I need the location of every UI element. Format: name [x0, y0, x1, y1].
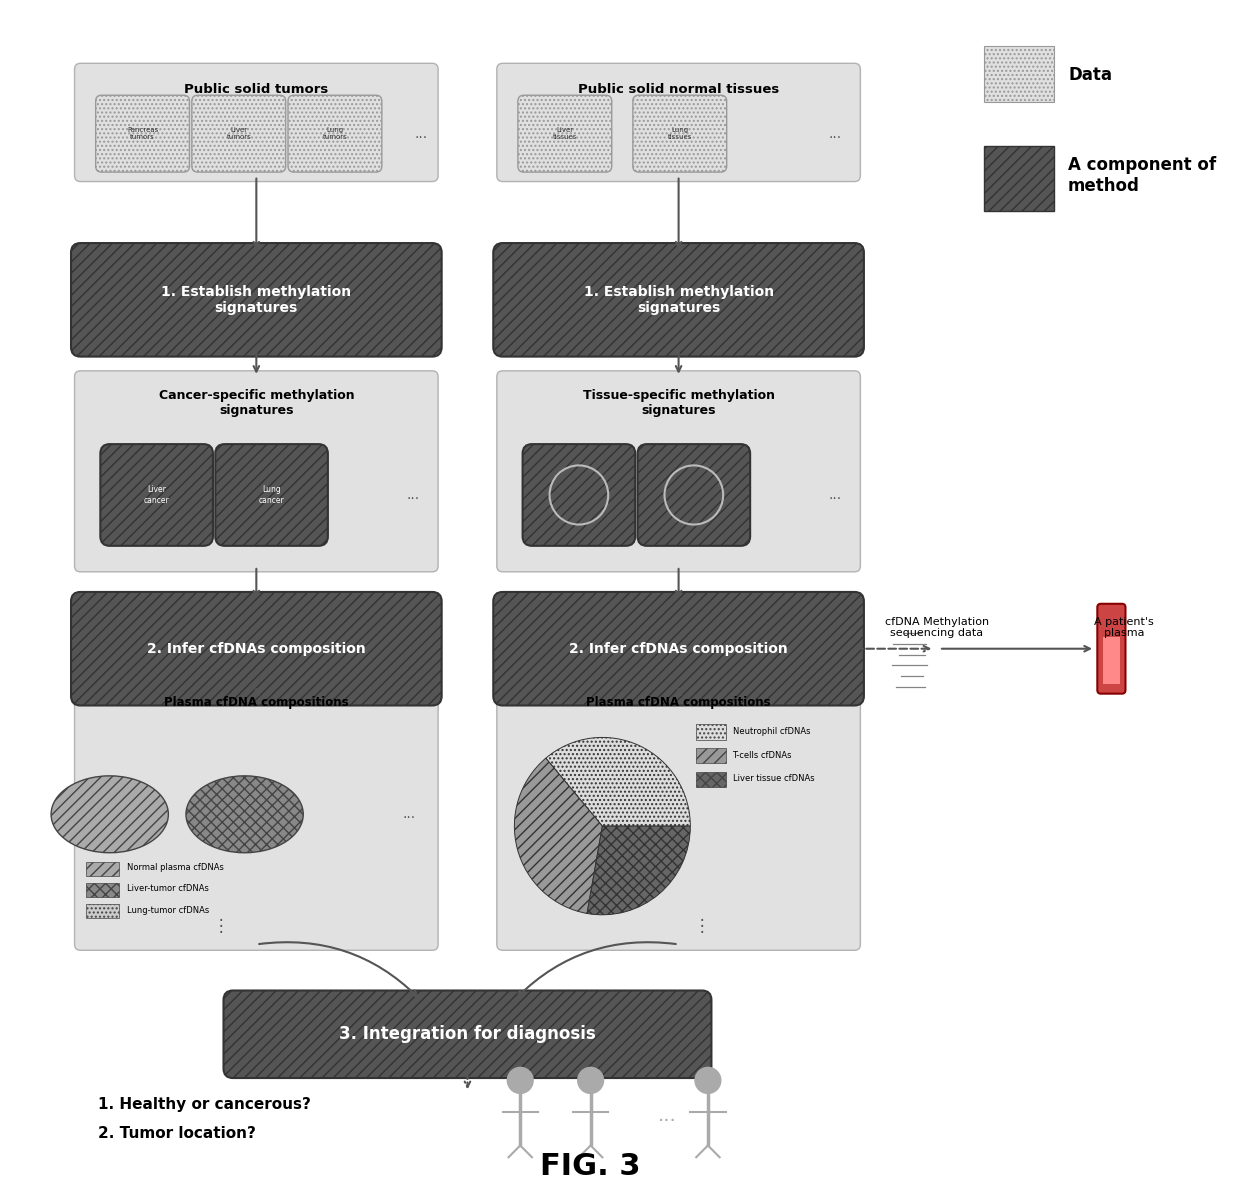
FancyBboxPatch shape — [71, 243, 441, 356]
Text: 2. Infer cfDNAs composition: 2. Infer cfDNAs composition — [569, 642, 787, 656]
Circle shape — [507, 1067, 533, 1093]
FancyBboxPatch shape — [74, 63, 438, 181]
Text: cfDNA Methylation
sequencing data: cfDNA Methylation sequencing data — [884, 617, 988, 638]
Text: Liver
cancer: Liver cancer — [144, 485, 170, 505]
Text: Public solid tumors: Public solid tumors — [185, 83, 329, 96]
Text: Public solid normal tissues: Public solid normal tissues — [578, 83, 779, 96]
Text: Cancer-specific methylation
signatures: Cancer-specific methylation signatures — [159, 388, 355, 417]
Text: A patient's
plasma: A patient's plasma — [1095, 617, 1154, 638]
Text: Tissue-specific methylation
signatures: Tissue-specific methylation signatures — [583, 388, 775, 417]
FancyBboxPatch shape — [494, 592, 864, 705]
Circle shape — [694, 1067, 720, 1093]
Text: ...: ... — [407, 488, 419, 501]
FancyBboxPatch shape — [983, 146, 1054, 211]
FancyBboxPatch shape — [74, 679, 438, 950]
Text: Plasma cfDNA compositions: Plasma cfDNA compositions — [587, 696, 771, 709]
FancyBboxPatch shape — [288, 95, 382, 173]
Text: ...: ... — [414, 127, 428, 142]
Text: ⋮: ⋮ — [213, 917, 229, 935]
FancyBboxPatch shape — [637, 444, 750, 545]
Text: Neutrophil cfDNAs: Neutrophil cfDNAs — [733, 727, 810, 736]
FancyBboxPatch shape — [522, 444, 635, 545]
FancyBboxPatch shape — [1097, 604, 1126, 693]
Text: ...: ... — [828, 127, 842, 142]
FancyBboxPatch shape — [632, 95, 727, 173]
Circle shape — [578, 1067, 604, 1093]
Wedge shape — [587, 827, 691, 915]
Text: 2. Infer cfDNAs composition: 2. Infer cfDNAs composition — [148, 642, 366, 656]
Text: FIG. 3: FIG. 3 — [541, 1152, 641, 1181]
FancyBboxPatch shape — [100, 444, 213, 545]
Text: Lung-tumor cfDNAs: Lung-tumor cfDNAs — [128, 905, 210, 915]
Wedge shape — [515, 759, 603, 913]
FancyBboxPatch shape — [497, 679, 861, 950]
Text: ...: ... — [657, 1106, 676, 1125]
Text: 1. Establish methylation
signatures: 1. Establish methylation signatures — [584, 285, 774, 314]
FancyBboxPatch shape — [696, 772, 725, 787]
FancyBboxPatch shape — [494, 243, 864, 356]
FancyBboxPatch shape — [192, 95, 285, 173]
FancyBboxPatch shape — [696, 724, 725, 740]
Text: Pancreas
tumors: Pancreas tumors — [126, 127, 159, 141]
Text: ⋮: ⋮ — [693, 917, 711, 935]
Text: Liver tissue cfDNAs: Liver tissue cfDNAs — [733, 774, 815, 784]
FancyBboxPatch shape — [223, 991, 712, 1078]
FancyBboxPatch shape — [497, 63, 861, 181]
Text: T-cells cfDNAs: T-cells cfDNAs — [733, 750, 792, 760]
Text: Lung
tumors: Lung tumors — [322, 127, 347, 141]
Text: 1. Healthy or cancerous?: 1. Healthy or cancerous? — [98, 1097, 311, 1111]
Text: A component of
method: A component of method — [1068, 156, 1216, 195]
FancyBboxPatch shape — [983, 45, 1054, 102]
FancyBboxPatch shape — [95, 95, 190, 173]
Text: 3. Integration for diagnosis: 3. Integration for diagnosis — [339, 1025, 596, 1043]
Text: Lung
tissues: Lung tissues — [667, 127, 692, 141]
Text: 1. Establish methylation
signatures: 1. Establish methylation signatures — [161, 285, 351, 314]
FancyBboxPatch shape — [71, 592, 441, 705]
Text: Liver
tissues: Liver tissues — [553, 127, 577, 141]
Text: Plasma cfDNA compositions: Plasma cfDNA compositions — [164, 696, 348, 709]
FancyBboxPatch shape — [1104, 637, 1120, 684]
FancyBboxPatch shape — [216, 444, 327, 545]
Text: Lung
cancer: Lung cancer — [259, 485, 284, 505]
FancyBboxPatch shape — [87, 883, 119, 897]
Ellipse shape — [186, 775, 304, 853]
Text: Liver
tumors: Liver tumors — [227, 127, 252, 141]
Text: Normal plasma cfDNAs: Normal plasma cfDNAs — [128, 863, 224, 872]
FancyBboxPatch shape — [87, 904, 119, 918]
Text: Liver-tumor cfDNAs: Liver-tumor cfDNAs — [128, 884, 210, 893]
Wedge shape — [546, 737, 691, 827]
Text: ...: ... — [402, 807, 415, 822]
FancyBboxPatch shape — [497, 370, 861, 572]
FancyBboxPatch shape — [696, 748, 725, 763]
Text: Data: Data — [1068, 67, 1112, 85]
Text: ...: ... — [828, 488, 842, 501]
FancyBboxPatch shape — [74, 370, 438, 572]
Text: 2. Tumor location?: 2. Tumor location? — [98, 1127, 255, 1141]
Ellipse shape — [51, 775, 169, 853]
FancyBboxPatch shape — [87, 861, 119, 875]
FancyBboxPatch shape — [518, 95, 611, 173]
